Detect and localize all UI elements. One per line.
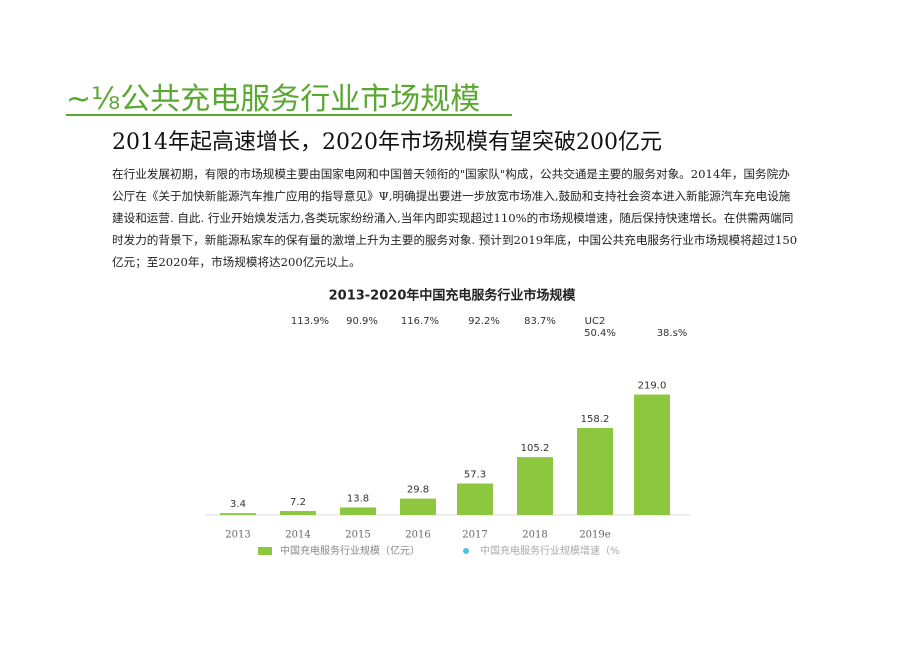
legend-label: 中国充电服务行业规模增速（% [480,544,620,557]
rate-label: UC2 [585,316,606,327]
value-label: 158.2 [581,414,610,425]
bar [400,498,436,515]
value-label: 219.0 [638,381,667,392]
x-tick-label: 2015 [345,530,370,541]
paragraph: 在行业发展初期，有限的市场规模主要由国家电网和中国普天领衔的"国家队"构成，公共… [112,163,812,273]
bar [634,394,670,515]
legend-swatch [258,547,272,555]
bar [577,427,613,515]
rate-label: 113.9% [291,316,329,327]
value-label: 29.8 [407,485,429,496]
title-underline [66,114,512,116]
rate-label: 92.2% [468,316,500,327]
x-tick-label: 2013 [225,530,250,541]
legend-label: 中国充电服务行业规模（亿元） [280,544,420,557]
value-label: 7.2 [290,497,306,508]
rate-label: 38.s% [657,328,688,339]
value-label: 13.8 [347,493,369,504]
rate-label: 90.9% [346,316,378,327]
rate-label: 116.7% [401,316,439,327]
bar [220,513,256,515]
legend-marker [463,548,469,554]
x-tick-label: 2014 [285,530,310,541]
x-tick-label: 2016 [405,530,430,541]
x-tick-label: 2018 [522,530,547,541]
bar [457,483,493,515]
x-tick-label: 2017 [462,530,487,541]
chart-title: 2013-2020年中国充电服务行业市场规模 [329,288,577,304]
paragraph-line: 公厅在《关于加快新能源汽车推广应用的指导意见》Ψ,明确提出要进一步放宽市场准入,… [112,189,791,203]
rate-label: 50.4% [584,328,616,339]
bar [517,457,553,515]
section-title: ~⅛公共充电服务行业市场规模 [66,82,481,117]
bar [280,511,316,515]
rate-label: 83.7% [524,316,556,327]
value-label: 57.3 [464,469,486,480]
bar [340,507,376,515]
value-label: 105.2 [521,443,550,454]
paragraph-line: 亿元；至2020年，市场规模将达200亿元以上。 [112,255,361,269]
paragraph-line: 建设和运营. 自此. 行业开始焕发活力,各类玩家纷纷涌入,当年内即实现超过110… [112,211,794,225]
paragraph-line: 在行业发展初期，有限的市场规模主要由国家电网和中国普天领衔的"国家队"构成，公共… [112,167,790,181]
value-label: 3.4 [230,499,246,510]
subtitle: 2014年起高速增长，2020年市场规模有望突破200亿元 [112,130,662,155]
x-tick-label: 2019e [579,530,610,541]
paragraph-line: 时发力的背景下，新能源私家车的保有量的激增上升为主要的服务对象. 预计到2019… [112,233,798,247]
